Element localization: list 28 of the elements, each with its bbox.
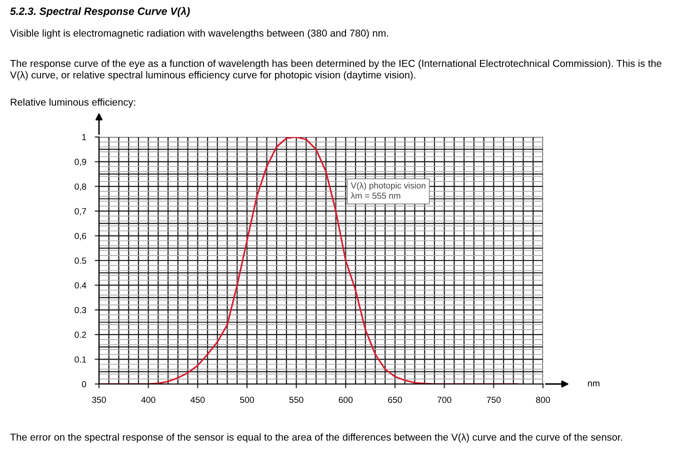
x-tick-label: 350	[92, 396, 106, 403]
y-tick-label: 0,7	[74, 208, 86, 216]
y-tick-label: 0.1	[74, 356, 86, 363]
text: The error on the spectral response of the sensor is equal to the area of the differences between the V(λ) curve and the curve of the sensor.	[10, 433, 622, 443]
y-tick-label: 0.2	[74, 332, 86, 338]
y-tick-label: 0.3	[74, 306, 86, 314]
y-tick-label: 0	[82, 381, 86, 388]
x-tick-label: 550	[289, 396, 304, 403]
y-tick-label: 1	[82, 134, 86, 140]
x-tick-label: 650	[388, 396, 402, 403]
y-tick-label: 0,6	[74, 232, 86, 240]
annotation: V(λ) photopic vision λm = 555 nm	[350, 182, 426, 199]
y-tick-label: 0,9	[74, 158, 86, 166]
y-tick-label: 0.5	[74, 258, 86, 264]
x-tick-label: 600	[338, 396, 353, 403]
y-tick-label: 0.4	[74, 282, 86, 288]
y-axis-title: Relative luminous efficiency:	[10, 98, 136, 108]
x-tick-label: 400	[141, 396, 156, 403]
x-tick-label: 800	[536, 396, 550, 403]
x-tick-label: 700	[437, 396, 452, 403]
x-tick-label: 500	[240, 396, 254, 403]
x-tick-label: 750	[486, 396, 501, 403]
y-tick-label: 0,8	[74, 183, 86, 191]
x-tick-label: 450	[190, 396, 205, 403]
chart-title: 5.2.3. Spectral Response Curve V(λ)	[10, 6, 190, 18]
text: The response curve of the eye as a function of wavelength has been determined by the IEC (International Electrotechnical Commission). This is the V(λ) curve, or relative spectral luminous efficiency curve for photopic vision (daytime vision).	[10, 60, 662, 80]
x-axis-title: nm	[588, 381, 600, 386]
chart-subtitle: Visible light is electromagnetic radiation with wavelengths between (380 and 780) nm.	[10, 29, 388, 39]
